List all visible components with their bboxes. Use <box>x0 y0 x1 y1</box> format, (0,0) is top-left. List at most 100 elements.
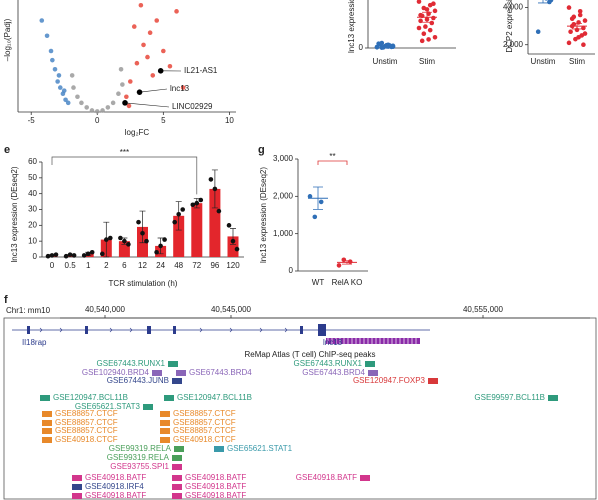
peak-label: GSE40918.BATF <box>85 491 146 500</box>
point <box>162 237 167 242</box>
point <box>56 73 62 78</box>
point <box>63 97 68 103</box>
x-tick-label: 24 <box>156 261 165 270</box>
point <box>69 73 75 78</box>
peak-label: GSE65621.STAT1 <box>227 444 293 453</box>
peak-label: GSE88857.CTCF <box>173 409 236 418</box>
x-tick-label: 6 <box>122 261 127 270</box>
point <box>150 73 156 78</box>
x-tick-label: RelA KO <box>332 278 363 287</box>
point <box>180 207 185 212</box>
peak <box>172 484 182 490</box>
bar <box>227 236 239 257</box>
peak <box>160 411 170 417</box>
peak <box>42 437 52 443</box>
sem-bar <box>572 22 582 30</box>
point <box>52 67 58 72</box>
point <box>154 249 159 255</box>
point <box>347 259 353 264</box>
point <box>65 100 71 106</box>
peak-label: GSE40918.BATF <box>296 473 357 482</box>
peak-label: GSE88857.CTCF <box>55 426 118 435</box>
peak-label: GSE88857.CTCF <box>173 426 236 435</box>
point <box>105 105 111 110</box>
peak <box>160 428 170 434</box>
peak <box>42 411 52 417</box>
gene-label: Il18rap <box>22 338 47 347</box>
point <box>569 16 575 22</box>
peak-label: GSE40918.BATF <box>185 491 246 500</box>
peak <box>176 370 186 376</box>
x-tick-label: 5 <box>161 116 166 125</box>
x-tick-label: 48 <box>174 261 183 270</box>
point <box>172 219 177 225</box>
x-tick-label: Stim <box>419 57 435 66</box>
gene-label: lnc13 <box>323 338 343 347</box>
point <box>108 235 113 241</box>
point <box>104 237 109 242</box>
assembly-label: Chr1: mm10 <box>6 306 51 315</box>
peak <box>42 428 52 434</box>
point <box>318 199 324 205</box>
point <box>89 249 95 255</box>
point <box>174 9 179 14</box>
point <box>89 108 95 113</box>
point <box>198 197 204 203</box>
ruler-label: 40,545,000 <box>211 305 252 314</box>
point <box>431 15 436 21</box>
annotation: lnc13 <box>170 84 190 93</box>
point <box>110 100 116 106</box>
point <box>147 30 153 35</box>
bar <box>209 188 221 257</box>
x-tick-label: 96 <box>210 261 219 270</box>
point <box>176 211 181 217</box>
peak <box>172 464 182 470</box>
peak-label: GSE120947.BCL11B <box>53 393 128 402</box>
point <box>423 24 428 29</box>
panel-label: f <box>4 294 8 306</box>
point <box>120 82 125 87</box>
x-tick-label: 1 <box>86 261 91 270</box>
peak-label: GSE40918.BATF <box>185 473 246 482</box>
point <box>45 253 51 259</box>
point <box>144 238 149 244</box>
point <box>416 25 422 31</box>
point <box>141 42 146 48</box>
y-tick-label: 1,000 <box>273 229 294 238</box>
point <box>544 0 548 1</box>
y-tick-label: 4,000 <box>503 3 524 12</box>
y-axis-label: –log₁₀(Padj) <box>3 18 12 61</box>
peak-label: GSE99597.BCL11B <box>474 393 545 402</box>
peak-label: GSE120947.BCL11B <box>177 393 252 402</box>
point <box>432 8 438 14</box>
point <box>61 88 67 93</box>
point <box>226 223 232 228</box>
point <box>116 91 121 96</box>
point <box>49 253 55 258</box>
peak-label: GSE67443.BRD4 <box>302 368 365 377</box>
ruler-label: 40,540,000 <box>85 305 126 314</box>
x-tick-label: WT <box>312 278 325 287</box>
peak-label: GSE67443.JUNB <box>107 376 169 385</box>
peak-label: GSE93755.SPI1 <box>110 462 169 471</box>
error-bar <box>139 210 146 244</box>
bar <box>118 241 130 257</box>
peak <box>72 493 82 499</box>
point <box>136 219 141 225</box>
peak <box>160 437 170 443</box>
x-tick-label: 12 <box>138 261 147 270</box>
peak-label: GSE40918.BATF <box>185 482 246 491</box>
y-tick-label: 50 <box>28 173 37 182</box>
point <box>180 85 186 90</box>
point <box>50 57 55 63</box>
sem-bar <box>380 45 390 47</box>
point <box>67 252 73 257</box>
peak-label: GSE102940.BRD4 <box>82 368 150 377</box>
panel-label: e <box>4 144 10 156</box>
peak-label: GSE40918.BATF <box>85 473 146 482</box>
peak <box>548 395 558 401</box>
y-tick-label: 30 <box>28 205 37 214</box>
transcript-hatch <box>327 338 417 344</box>
peak <box>174 446 184 452</box>
